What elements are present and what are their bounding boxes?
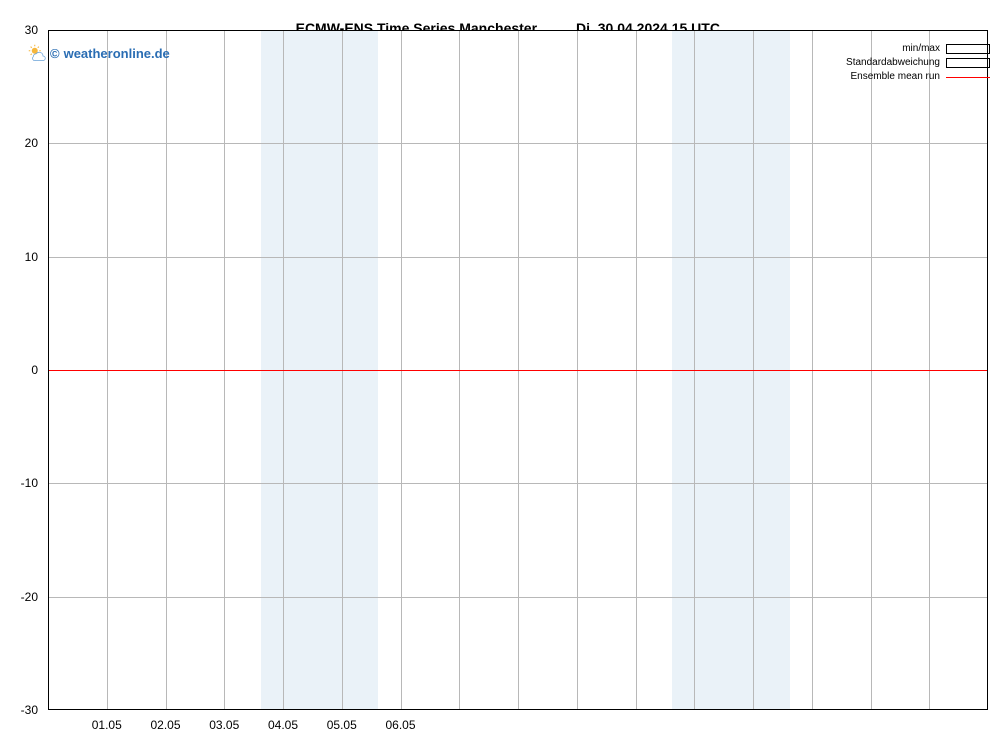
series-ensemble_mean_run <box>48 370 988 371</box>
weather-logo-icon <box>28 44 46 62</box>
legend-label: min/max <box>902 43 940 54</box>
legend: min/max Standardabweichung Ensemble mean r… <box>846 42 990 83</box>
legend-label: Standardabweichung <box>846 57 940 68</box>
y-tick-label: 0 <box>31 363 48 377</box>
chart-container: ECMW-ENS Time Series Manchester Di. 30.0… <box>0 0 1000 733</box>
plot-area: -30-20-10010203001.0502.0503.0504.0505.0… <box>48 30 988 710</box>
x-tick-label: 06.05 <box>385 710 415 732</box>
legend-item: Standardabweichung <box>846 56 990 69</box>
x-tick-label: 01.05 <box>92 710 122 732</box>
x-tick-label: 03.05 <box>209 710 239 732</box>
watermark-text: weatheronline.de <box>64 46 170 61</box>
legend-item: min/max <box>902 42 990 55</box>
legend-item: Ensemble mean run <box>851 70 991 83</box>
y-tick-label: 30 <box>25 23 48 37</box>
legend-line-icon <box>946 72 990 82</box>
watermark-copyright: © <box>50 46 60 61</box>
x-tick-label: 05.05 <box>327 710 357 732</box>
y-tick-label: -20 <box>21 590 48 604</box>
legend-label: Ensemble mean run <box>851 71 941 82</box>
legend-box-icon <box>946 58 990 68</box>
y-tick-label: -30 <box>21 703 48 717</box>
x-tick-label: 04.05 <box>268 710 298 732</box>
legend-box-icon <box>946 44 990 54</box>
y-tick-label: 20 <box>25 136 48 150</box>
y-tick-label: 10 <box>25 250 48 264</box>
y-tick-label: -10 <box>21 476 48 490</box>
x-tick-label: 02.05 <box>150 710 180 732</box>
watermark: © weatheronline.de <box>28 44 170 62</box>
